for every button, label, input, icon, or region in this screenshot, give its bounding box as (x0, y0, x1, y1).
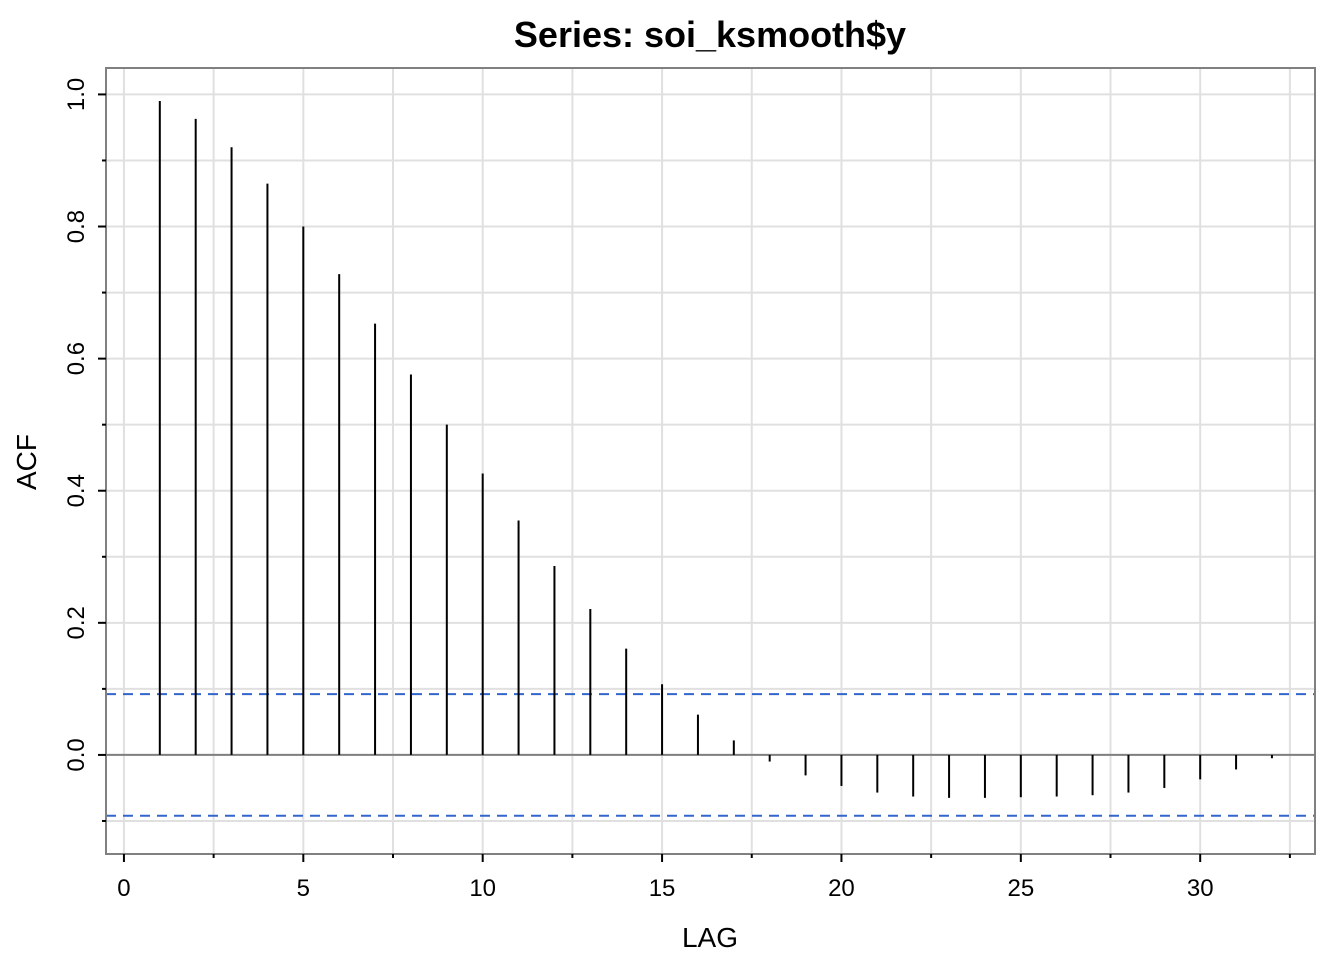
x-tick-label: 20 (828, 875, 855, 902)
y-tick-label: 0.2 (63, 606, 90, 639)
acf-spikes (158, 101, 1273, 798)
x-tick-label: 15 (649, 875, 676, 902)
confidence-bounds (106, 693, 1315, 817)
x-tick-label: 25 (1007, 875, 1034, 902)
x-axis: 0 5 10 15 20 25 30 (117, 854, 1291, 902)
plot-frame (105, 67, 1316, 855)
x-tick-label: 10 (469, 875, 496, 902)
y-axis: 0.0 0.2 0.4 0.6 0.8 1.0 (63, 78, 106, 822)
x-tick-label: 5 (297, 875, 310, 902)
chart-title: Series: soi_ksmooth$y (514, 14, 906, 55)
x-tick-label: 0 (117, 875, 130, 902)
x-axis-label: LAG (682, 922, 738, 953)
x-tick-label: 30 (1187, 875, 1214, 902)
y-tick-label: 0.0 (63, 738, 90, 771)
y-tick-label: 1.0 (63, 78, 90, 111)
y-tick-label: 0.6 (63, 342, 90, 375)
grid (106, 68, 1315, 854)
y-tick-label: 0.4 (63, 474, 90, 507)
y-axis-label: ACF (11, 434, 42, 490)
y-tick-label: 0.8 (63, 210, 90, 243)
